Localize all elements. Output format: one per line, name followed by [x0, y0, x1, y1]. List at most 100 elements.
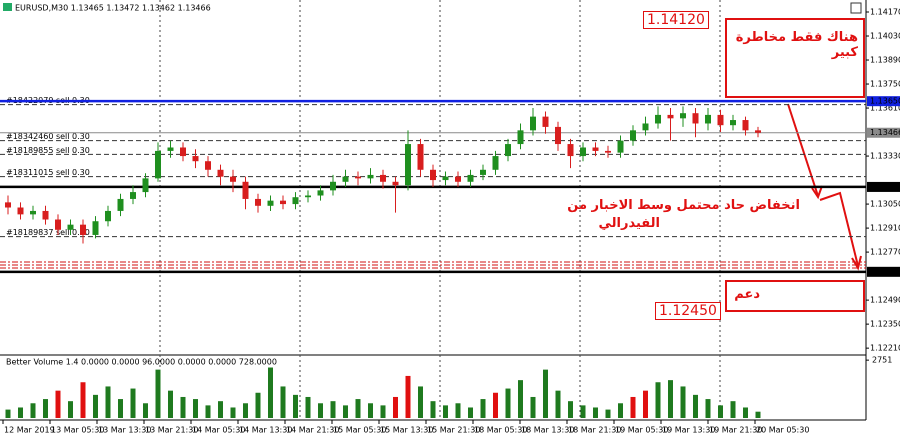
candle-body	[5, 202, 11, 208]
volume-bar	[630, 396, 636, 418]
x-tick-label: 19 Mar 13:30	[662, 426, 715, 435]
price-note: 1.14120	[643, 11, 709, 29]
x-tick-label: 19 Mar 05:30	[615, 426, 668, 435]
volume-bar	[105, 386, 111, 418]
candle-body	[92, 221, 99, 235]
candle-body	[717, 114, 724, 126]
volume-bar	[480, 399, 486, 418]
volume-bar	[168, 390, 173, 418]
pending-orders	[0, 261, 866, 269]
candle-body	[255, 198, 261, 206]
x-tick-label: 15 Mar 21:30	[427, 426, 480, 435]
arrowhead	[811, 185, 823, 200]
volume-bar	[505, 388, 511, 418]
arrowhead	[851, 255, 862, 271]
volume-bar	[68, 401, 73, 418]
volume-title: Better Volume 1.4 0.0000 0.0000 96.0000 …	[6, 358, 277, 367]
volume-bar	[705, 399, 711, 418]
price-label: 1.13650	[870, 97, 900, 106]
candle-body	[755, 130, 761, 133]
note-box	[725, 18, 865, 98]
candle-body	[655, 114, 661, 124]
volume-bar	[55, 390, 61, 418]
price-label-box	[867, 96, 900, 107]
volume-bar	[218, 401, 223, 418]
volume-bar	[155, 369, 161, 418]
volume-bar	[493, 392, 498, 418]
candle-body	[730, 120, 736, 126]
candle-body	[380, 174, 386, 182]
x-tick-label: 19 Mar 21:30	[709, 426, 762, 435]
candle-body	[430, 169, 436, 181]
volume-bar	[305, 396, 311, 418]
candle-body	[555, 126, 561, 145]
candle-body	[442, 176, 449, 181]
volume-bar	[730, 401, 736, 418]
price-label-box	[867, 181, 900, 192]
y-tick-label: 1.14170	[870, 8, 900, 17]
volume-tick-label: 2751	[872, 356, 892, 365]
y-tick-label: 1.13050	[870, 200, 900, 209]
price-label-box	[867, 127, 900, 138]
candle-body	[492, 156, 499, 170]
candle-body	[130, 192, 136, 199]
x-tick-label: 12 Mar 2019	[4, 426, 55, 435]
y-tick-label: 1.13750	[870, 80, 900, 89]
volume-bar	[293, 394, 298, 418]
candle-body	[480, 169, 486, 175]
volume-bar	[655, 382, 661, 418]
volume-bar	[93, 394, 98, 418]
volume-bar	[130, 388, 136, 418]
volume-bar	[680, 386, 686, 418]
note-text: هناك فقط مخاطرة كبير	[735, 30, 858, 60]
volume-bar	[43, 399, 48, 418]
volume-bar	[118, 399, 123, 418]
candle-body	[542, 116, 549, 127]
volume-bar	[318, 403, 323, 418]
candle-body	[405, 144, 411, 186]
price-label-box	[867, 266, 900, 277]
volume-bar	[18, 407, 23, 418]
candle-body	[580, 147, 586, 157]
volume-bar	[430, 401, 436, 418]
volume-bar	[530, 396, 536, 418]
x-tick-label: 13 Mar 21:30	[145, 426, 198, 435]
x-tick-label: 15 Mar 05:30	[333, 426, 386, 435]
candle-body	[280, 200, 286, 205]
x-tick-label: 13 Mar 05:30	[51, 426, 104, 435]
candle-body	[530, 116, 536, 131]
candle-body	[242, 181, 249, 199]
candle-body	[505, 144, 511, 157]
candle-body	[292, 197, 299, 205]
x-tick-label: 14 Mar 21:30	[286, 426, 339, 435]
candle-body	[467, 174, 474, 182]
candle-body	[267, 200, 274, 206]
window-button[interactable]	[850, 2, 862, 14]
candle-body	[230, 176, 236, 182]
candle-body	[205, 161, 211, 170]
chart-title: EURUSD,M30 1.13465 1.13472 1.13462 1.134…	[15, 4, 211, 13]
x-tick-label: 14 Mar 13:30	[239, 426, 292, 435]
candle-body	[142, 178, 149, 193]
arrow	[787, 103, 819, 197]
candle-body	[367, 174, 374, 179]
volume-bar	[693, 394, 698, 418]
price-label: 1.12655	[870, 267, 900, 276]
candle-body	[617, 140, 624, 153]
candle-body	[630, 130, 636, 141]
candle-body	[455, 176, 461, 182]
volume-bar	[355, 399, 361, 418]
volume-bar	[180, 396, 186, 418]
candle-body	[105, 210, 111, 222]
volume-bar	[330, 401, 336, 418]
order-label: #18189855 sell 0.30	[6, 146, 90, 155]
volume-bar	[568, 401, 573, 418]
candle-body	[355, 176, 361, 179]
note-text: انخفاض حاد محتمل وسط الاخبار من	[567, 198, 800, 213]
price-note: 1.12450	[655, 302, 721, 320]
volume-bar	[368, 403, 373, 418]
candle-body	[417, 144, 424, 170]
x-tick-label: 18 Mar 21:30	[568, 426, 621, 435]
y-tick-label: 1.13610	[870, 104, 900, 113]
